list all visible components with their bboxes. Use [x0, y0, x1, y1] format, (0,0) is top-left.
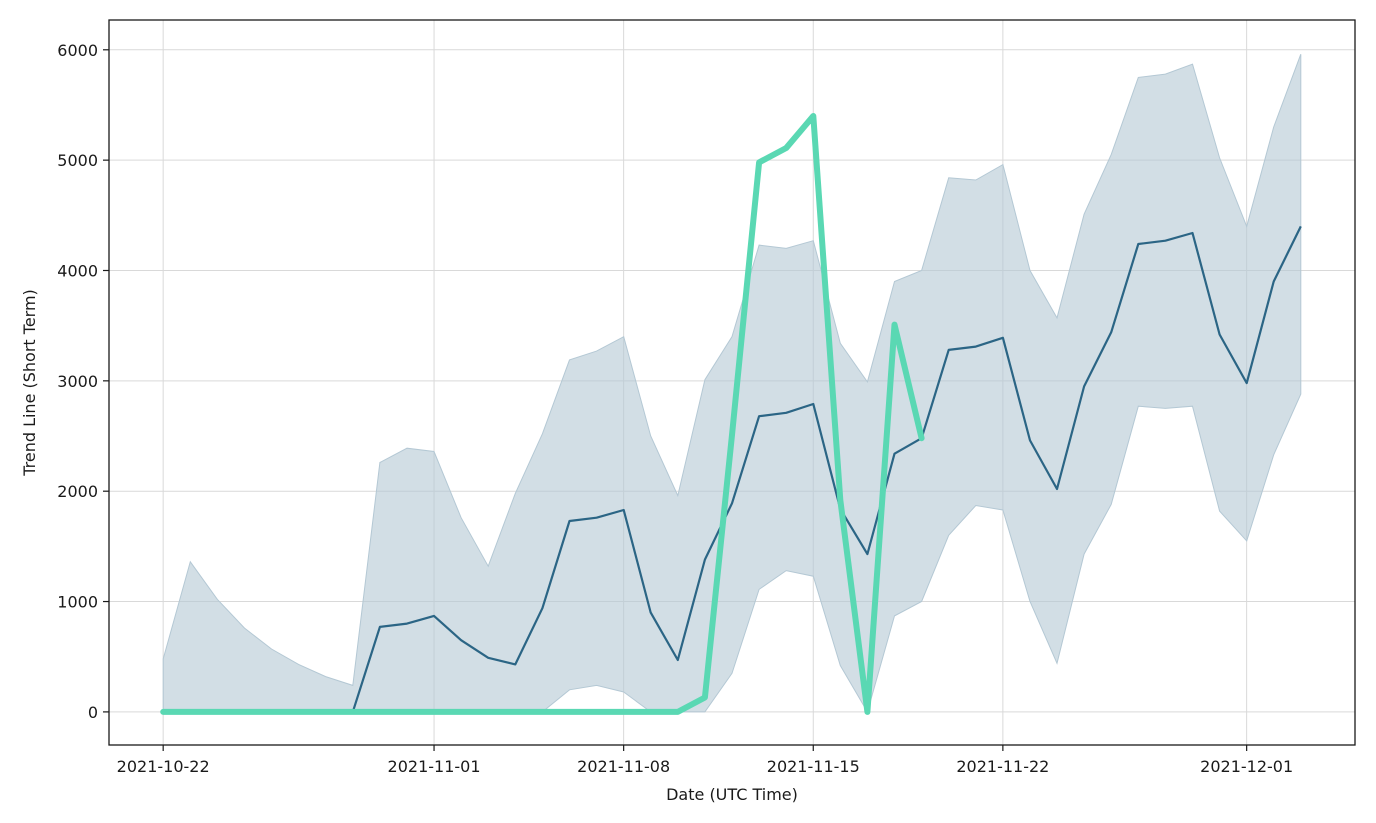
plot-frame	[108, 19, 1356, 746]
y-tick-label: 2000	[57, 482, 98, 501]
y-tick-label: 1000	[57, 593, 98, 612]
x-tick-label: 2021-12-01	[1200, 757, 1293, 776]
x-tick-label: 2021-10-22	[117, 757, 210, 776]
actual-line	[160, 113, 925, 715]
y-axis-label: Trend Line (Short Term)	[20, 289, 39, 477]
y-tick-label: 3000	[57, 372, 98, 391]
y-tick-label: 4000	[57, 261, 98, 280]
x-tick-label: 2021-11-22	[956, 757, 1049, 776]
y-tick-label: 5000	[57, 151, 98, 170]
x-axis-ticks: 2021-10-22 2021-11-01 2021-11-08 2021-11-15…	[117, 745, 1293, 776]
x-tick-label: 2021-11-08	[577, 757, 670, 776]
x-tick-label: 2021-11-15	[767, 757, 860, 776]
series-lines	[160, 113, 1302, 715]
y-axis-ticks: 0 1000 2000 3000 4000 5000 6000	[57, 41, 109, 722]
y-tick-label: 6000	[57, 41, 98, 60]
x-tick-label: 2021-11-01	[388, 757, 481, 776]
y-tick-label: 0	[88, 703, 98, 722]
x-axis-label: Date (UTC Time)	[666, 785, 798, 804]
